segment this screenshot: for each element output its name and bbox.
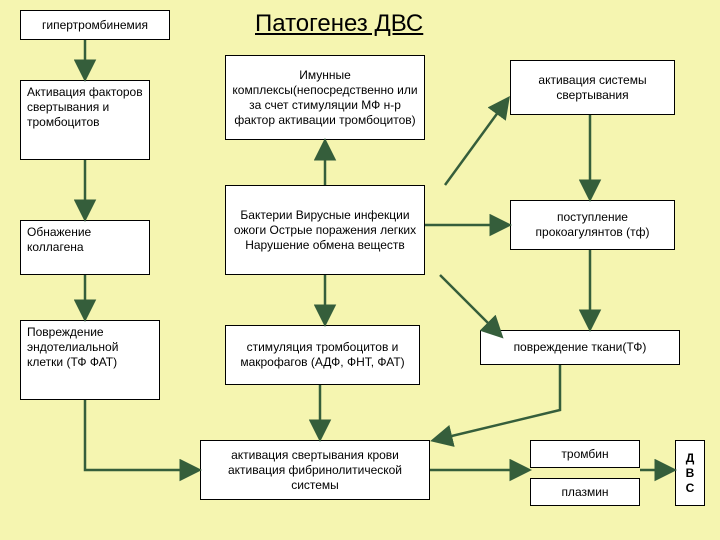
box-procoagulants: поступление прокоагулянтов (тф) <box>510 200 675 250</box>
box-hyperthrombinemia: гипертромбинемия <box>20 10 170 40</box>
box-activation-factors: Активация факторов свертывания и тромбоц… <box>20 80 150 160</box>
box-tissue-damage: повреждение ткани(ТФ) <box>480 330 680 365</box>
box-plasmin: плазмин <box>530 478 640 506</box>
diagram-title: Патогенез ДВС <box>255 10 423 38</box>
box-collagen: Обнажение коллагена <box>20 220 150 275</box>
box-endothelial: Повреждение эндотелиальной клетки (ТФ ФА… <box>20 320 160 400</box>
box-coag-fibrinolysis: активация свертывания крови активация фи… <box>200 440 430 500</box>
box-immune: Имунные комплексы(непосредственно или за… <box>225 55 425 140</box>
box-stimulation: стимуляция тромбоцитов и макрофагов (АДФ… <box>225 325 420 385</box>
box-thrombin: тромбин <box>530 440 640 468</box>
box-dvs: Д В С <box>675 440 705 506</box>
box-activation-system: активация системы свертывания <box>510 60 675 115</box>
box-causes: Бактерии Вирусные инфекции ожоги Острые … <box>225 185 425 275</box>
